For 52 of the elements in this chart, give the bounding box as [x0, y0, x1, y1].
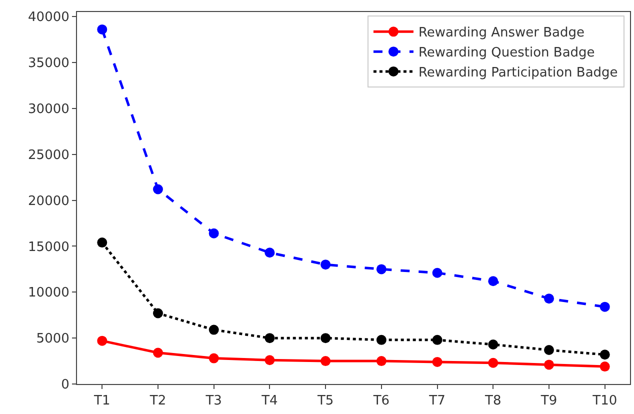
x-tick-label: T6	[372, 394, 390, 409]
y-tick-label: 30000	[28, 102, 70, 117]
x-tick-label: T5	[316, 394, 334, 409]
point	[488, 276, 498, 286]
x-tick-label: T10	[592, 394, 618, 409]
x-tick-label: T8	[484, 394, 502, 409]
point	[320, 260, 331, 270]
point	[152, 308, 163, 318]
y-tick-label: 5000	[36, 332, 70, 347]
y-tick-label: 15000	[28, 240, 70, 255]
point	[376, 264, 386, 274]
y-tick-label: 20000	[28, 194, 70, 209]
point	[264, 333, 275, 344]
y-tick-label: 10000	[28, 286, 70, 301]
legend-label: Rewarding Question Badge	[418, 46, 595, 61]
point	[152, 184, 163, 194]
point	[432, 334, 442, 345]
point	[488, 340, 498, 350]
point	[152, 348, 163, 358]
point	[600, 350, 610, 360]
point	[432, 268, 442, 278]
point	[376, 334, 386, 345]
point	[264, 248, 275, 258]
point	[208, 353, 219, 364]
legend-label: Rewarding Participation Badge	[418, 66, 618, 81]
point	[208, 324, 219, 335]
y-tick-label: 25000	[28, 148, 70, 163]
point	[376, 356, 386, 366]
point	[600, 362, 610, 372]
point	[208, 228, 219, 238]
point	[320, 333, 331, 344]
x-tick-label: T1	[93, 394, 110, 409]
x-tick-label: T2	[148, 394, 166, 409]
point	[600, 302, 610, 312]
point	[97, 336, 108, 346]
point	[320, 356, 331, 366]
x-tick-label: T4	[260, 394, 278, 409]
x-tick-label: T9	[540, 394, 558, 409]
point	[488, 358, 498, 368]
y-tick-label: 0	[61, 378, 70, 393]
point	[544, 360, 554, 370]
point	[97, 238, 108, 248]
x-tick-label: T7	[428, 394, 446, 409]
point	[97, 24, 108, 34]
point	[544, 294, 554, 304]
y-tick-label: 40000	[28, 10, 70, 26]
legend-label: Rewarding Answer Badge	[418, 26, 585, 41]
point	[432, 356, 442, 367]
point	[544, 345, 554, 356]
y-tick-label: 35000	[28, 56, 70, 72]
point	[264, 355, 275, 366]
x-tick-label: T3	[204, 394, 222, 409]
